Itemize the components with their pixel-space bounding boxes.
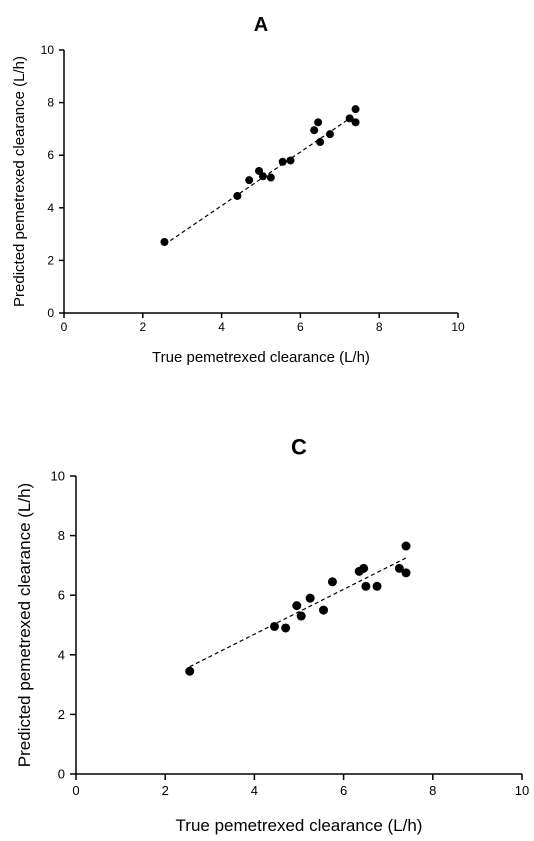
data-point <box>325 130 334 139</box>
x-tick-label: 8 <box>376 320 383 334</box>
x-axis-title: True pemetrexed clearance (L/h) <box>152 349 370 366</box>
data-point <box>345 114 354 123</box>
y-tick-label: 6 <box>58 588 65 603</box>
data-point <box>266 173 275 182</box>
chart-title: C <box>291 435 307 460</box>
y-tick-label: 0 <box>58 767 65 782</box>
chart-panel-c: C 0 2 4 6 8 10 0 2 4 6 8 10 True pemetrexed clearance… <box>15 435 529 836</box>
x-tick-label: 2 <box>162 783 169 798</box>
data-point <box>292 601 302 611</box>
y-tick-label: 2 <box>47 253 54 267</box>
data-point <box>401 568 411 578</box>
x-tick-label: 0 <box>61 320 68 334</box>
y-tick-label: 4 <box>58 647 65 662</box>
data-point <box>258 172 267 181</box>
x-tick-label: 0 <box>72 783 79 798</box>
data-point <box>359 563 369 573</box>
y-axis-title: Predicted pemetrexed clearance (L/h) <box>11 56 28 307</box>
x-tick-label: 6 <box>297 320 304 334</box>
data-point <box>351 105 360 114</box>
data-point <box>185 666 195 676</box>
data-point <box>233 191 242 200</box>
x-axis-title: True pemetrexed clearance (L/h) <box>176 816 423 835</box>
x-tick-label: 4 <box>218 320 225 334</box>
data-point <box>314 118 323 127</box>
data-point <box>316 138 325 147</box>
data-point <box>372 581 382 591</box>
y-tick-label: 8 <box>58 528 65 543</box>
data-point <box>401 541 411 551</box>
y-axis-title: Predicted pemetrexed clearance (L/h) <box>15 483 34 767</box>
data-point <box>269 621 279 631</box>
data-point <box>305 593 315 603</box>
data-point <box>160 237 169 246</box>
data-point <box>327 577 337 587</box>
x-tick-label: 4 <box>251 783 258 798</box>
data-point <box>319 605 329 615</box>
y-tick-label: 4 <box>47 201 54 215</box>
y-tick-label: 6 <box>47 148 54 162</box>
y-tick-label: 8 <box>47 96 54 110</box>
data-point <box>351 118 360 127</box>
data-point <box>281 623 291 633</box>
data-point <box>296 611 306 621</box>
data-point <box>245 176 254 185</box>
y-tick-label: 0 <box>47 306 54 320</box>
data-point <box>278 157 287 166</box>
x-tick-label: 6 <box>340 783 347 798</box>
chart-panel-a: A 0 2 4 6 8 10 0 2 4 6 8 10 True pemetrexed clearance… <box>11 14 465 366</box>
x-tick-label: 10 <box>515 783 529 798</box>
chart-title: A <box>254 14 268 36</box>
regression-line <box>164 113 356 246</box>
x-tick-label: 8 <box>429 783 436 798</box>
data-point <box>310 126 319 135</box>
y-tick-label: 2 <box>58 707 65 722</box>
data-point <box>361 581 371 591</box>
data-point <box>286 156 295 165</box>
x-tick-label: 10 <box>451 320 465 334</box>
y-tick-label: 10 <box>51 469 65 484</box>
y-tick-label: 10 <box>41 43 55 57</box>
regression-line <box>189 557 407 668</box>
data-point <box>394 563 404 573</box>
x-tick-label: 2 <box>139 320 146 334</box>
